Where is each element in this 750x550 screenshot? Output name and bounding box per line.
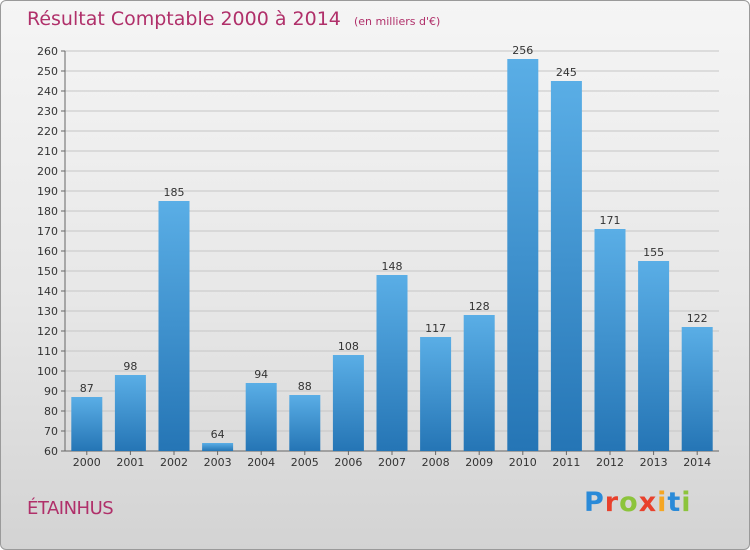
bar-2007 bbox=[376, 275, 408, 451]
data-label: 148 bbox=[382, 260, 403, 273]
y-tick-label: 140 bbox=[37, 285, 58, 298]
chart-unit: (en milliers d'€) bbox=[353, 15, 441, 28]
chart-title-block: Résultat Comptable 2000 à 2014 (en milli… bbox=[27, 8, 440, 30]
x-tick-label: 2006 bbox=[334, 456, 362, 469]
data-label: 88 bbox=[298, 380, 312, 393]
y-tick-label: 210 bbox=[37, 145, 58, 158]
data-label: 117 bbox=[425, 322, 446, 335]
y-tick-label: 80 bbox=[44, 405, 58, 418]
x-tick-label: 2008 bbox=[422, 456, 450, 469]
x-tick-label: 2003 bbox=[204, 456, 232, 469]
axes: 60 70 80 90 100 110 120 130 140 150 160 170 180 190 20… bbox=[37, 45, 719, 469]
x-tick-label: 2001 bbox=[116, 456, 144, 469]
proxiti-logo: Proxiti bbox=[584, 487, 692, 518]
y-tick-label: 70 bbox=[44, 425, 58, 438]
data-label: 64 bbox=[211, 428, 225, 441]
y-tick-label: 60 bbox=[44, 445, 58, 458]
y-tick-label: 250 bbox=[37, 65, 58, 78]
bar-2014 bbox=[681, 327, 713, 451]
data-label: 128 bbox=[469, 300, 490, 313]
x-tick-label: 2010 bbox=[509, 456, 537, 469]
y-tick-label: 240 bbox=[37, 85, 58, 98]
bar-2004 bbox=[245, 383, 277, 451]
y-tick-label: 230 bbox=[37, 105, 58, 118]
bar-2012 bbox=[594, 229, 626, 451]
x-tick-label: 2004 bbox=[247, 456, 275, 469]
x-tick-label: 2012 bbox=[596, 456, 624, 469]
y-tick-label: 130 bbox=[37, 305, 58, 318]
data-label: 108 bbox=[338, 340, 359, 353]
bar-2013 bbox=[638, 261, 670, 451]
x-tick-label: 2005 bbox=[291, 456, 319, 469]
logo-letter: o bbox=[619, 487, 639, 518]
logo-letter: r bbox=[604, 487, 620, 518]
logo-letter: P bbox=[584, 487, 605, 518]
bar-2009 bbox=[463, 315, 495, 451]
x-tick-label: 2000 bbox=[73, 456, 101, 469]
data-label: 256 bbox=[512, 44, 533, 57]
y-tick-label: 90 bbox=[44, 385, 58, 398]
data-label: 94 bbox=[254, 368, 268, 381]
y-tick-label: 260 bbox=[37, 45, 58, 58]
bar-2011 bbox=[550, 81, 582, 451]
chart-title: Résultat Comptable 2000 à 2014 bbox=[27, 8, 341, 30]
logo-letter: x bbox=[638, 487, 658, 518]
x-tick-label: 2014 bbox=[683, 456, 711, 469]
bar-2002 bbox=[158, 201, 190, 451]
bar-2010 bbox=[507, 59, 539, 451]
data-labels: 87 98 185 64 94 88 108 148 117 128 256 245 171 155 122 bbox=[80, 44, 708, 441]
y-tick-label: 180 bbox=[37, 205, 58, 218]
y-tick-label: 110 bbox=[37, 345, 58, 358]
x-tick-label: 2013 bbox=[640, 456, 668, 469]
x-tick-label: 2011 bbox=[552, 456, 580, 469]
bar-2001 bbox=[114, 375, 146, 451]
data-label: 171 bbox=[600, 214, 621, 227]
y-tick-label: 200 bbox=[37, 165, 58, 178]
y-tick-label: 100 bbox=[37, 365, 58, 378]
data-label: 155 bbox=[643, 246, 664, 259]
bar-2006 bbox=[332, 355, 364, 451]
y-tick-label: 190 bbox=[37, 185, 58, 198]
bars bbox=[71, 59, 713, 451]
logo-letter: t bbox=[667, 487, 682, 518]
city-name: ÉTAINHUS bbox=[27, 498, 114, 519]
y-tick-label: 120 bbox=[37, 325, 58, 338]
bar-2003 bbox=[202, 443, 234, 451]
data-label: 98 bbox=[123, 360, 137, 373]
data-label: 87 bbox=[80, 382, 94, 395]
bar-2008 bbox=[420, 337, 452, 451]
y-tick-label: 170 bbox=[37, 225, 58, 238]
bar-2005 bbox=[289, 395, 321, 451]
data-label: 245 bbox=[556, 66, 577, 79]
y-tick-label: 160 bbox=[37, 245, 58, 258]
logo-letter: i bbox=[657, 487, 668, 518]
data-label: 122 bbox=[687, 312, 708, 325]
x-tick-label: 2009 bbox=[465, 456, 493, 469]
y-tick-label: 150 bbox=[37, 265, 58, 278]
data-label: 185 bbox=[164, 186, 185, 199]
x-tick-label: 2007 bbox=[378, 456, 406, 469]
y-tick-label: 220 bbox=[37, 125, 58, 138]
logo-letter: i bbox=[681, 487, 692, 518]
bar-2000 bbox=[71, 397, 103, 451]
x-tick-label: 2002 bbox=[160, 456, 188, 469]
